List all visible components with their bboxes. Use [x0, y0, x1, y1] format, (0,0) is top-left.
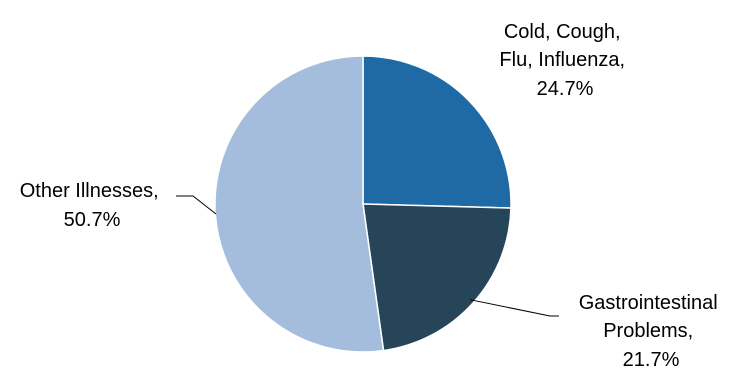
slice-label-cold-cough-flu: Cold, Cough, Flu, Influenza, 24.7% [499, 21, 630, 100]
leader-lines [176, 195, 559, 317]
pie-slice-other-illnesses [214, 55, 385, 353]
value-label: 50.7% [64, 209, 121, 231]
leader-line-other-illnesses [176, 195, 217, 215]
value-label: 21.7% [623, 349, 680, 371]
value-label: 24.7% [537, 78, 594, 100]
pie-slice-cold-cough-flu-influenza [362, 55, 512, 209]
label-line: Other Illnesses, [20, 180, 159, 202]
label-line: Problems, [603, 320, 693, 342]
label-line: Cold, Cough, [504, 21, 621, 43]
slice-label-other-illnesses: Other Illnesses, 50.7% [20, 180, 165, 231]
pie-slice-gastrointestinal-problems [362, 203, 512, 352]
label-line: Flu, Influenza, [499, 49, 625, 71]
slice-label-gastrointestinal: Gastrointestinal Problems, 21.7% [579, 292, 724, 371]
leader-line-gastrointestinal [469, 299, 559, 317]
pie-slices [214, 55, 512, 353]
label-line: Gastrointestinal [579, 292, 718, 314]
